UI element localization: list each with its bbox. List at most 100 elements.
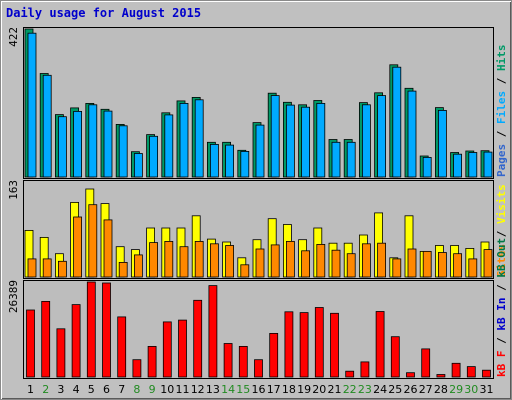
files-bar <box>316 103 326 178</box>
sites-bar <box>73 216 82 278</box>
sites-bar <box>301 250 311 278</box>
x-tick-label: 25 <box>388 383 403 396</box>
sites-bar <box>361 243 371 278</box>
sites-bar <box>27 258 37 278</box>
sites-bar <box>331 249 341 278</box>
kb-bar <box>330 312 339 378</box>
files-bar <box>422 156 432 178</box>
sites-bar <box>179 246 189 278</box>
files-bar <box>103 110 113 178</box>
files-bar <box>483 151 493 178</box>
x-tick-label: 29 <box>449 383 464 396</box>
x-tick-label: 3 <box>57 383 65 396</box>
x-tick-label: 13 <box>205 383 220 396</box>
x-tick-label: 12 <box>190 383 205 396</box>
kb-bar <box>26 309 35 378</box>
chart-title: Daily usage for August 2015 <box>6 6 202 20</box>
kb-bar <box>41 300 51 378</box>
files-bar <box>468 152 478 178</box>
sites-bar <box>468 258 478 278</box>
kb-bar <box>254 359 263 378</box>
kb-bar <box>71 304 81 378</box>
kb-bar <box>482 369 491 378</box>
x-tick-label: 8 <box>133 383 141 396</box>
sites-bar <box>255 248 265 278</box>
x-tick-label: 4 <box>72 383 80 396</box>
files-bar <box>58 116 67 178</box>
files-bar <box>164 114 174 178</box>
x-tick-label: 26 <box>403 383 418 396</box>
kb-bar <box>390 336 400 378</box>
files-bar <box>392 66 402 178</box>
kb-bar <box>375 311 385 378</box>
x-tick-label: 10 <box>160 383 175 396</box>
files-bar <box>377 95 387 178</box>
files-bar <box>194 99 204 178</box>
kb-bar <box>132 359 142 378</box>
kb-bar <box>360 361 370 378</box>
x-tick-label: 28 <box>433 383 448 396</box>
kb-bar <box>345 370 355 378</box>
x-tick-label: 19 <box>297 383 312 396</box>
files-bar <box>331 141 341 178</box>
x-tick-label: 30 <box>464 383 479 396</box>
sites-bar <box>240 264 250 278</box>
sites-bar <box>58 260 67 278</box>
x-tick-label: 6 <box>103 383 110 396</box>
sites-bar <box>225 245 235 278</box>
x-tick-label: 7 <box>118 383 126 396</box>
x-tick-label: 15 <box>236 383 251 396</box>
x-tick-label: 5 <box>87 383 95 396</box>
sites-bar <box>88 204 98 278</box>
files-bar <box>270 95 280 178</box>
files-bar <box>255 124 265 178</box>
sites-bar <box>483 249 493 278</box>
x-tick-label: 11 <box>175 383 190 396</box>
x-tick-label: 14 <box>221 383 236 396</box>
files-bar <box>42 74 52 178</box>
files-bar <box>179 103 189 178</box>
x-tick-label: 20 <box>312 383 327 396</box>
sites-bar <box>437 252 447 278</box>
kb-bar <box>223 343 233 378</box>
kb-bar <box>314 307 324 378</box>
files-bar <box>149 135 159 178</box>
kb-bar <box>178 319 187 378</box>
kb-bar <box>421 348 431 378</box>
kb-bar <box>238 345 248 378</box>
x-tick-label: 22 <box>342 383 357 396</box>
sites-bar <box>42 258 52 278</box>
files-bar <box>361 104 371 178</box>
files-bar <box>118 125 128 178</box>
sites-bar <box>407 248 417 278</box>
sites-bar <box>285 240 295 278</box>
sites-bar <box>194 240 204 278</box>
files-bar <box>346 141 356 178</box>
kb-bar <box>436 374 446 378</box>
kb-bar <box>299 312 309 378</box>
files-bar <box>437 110 447 178</box>
sites-bar <box>133 254 143 278</box>
kb-bar <box>406 372 415 378</box>
x-tick-label: 9 <box>148 383 156 396</box>
files-bar <box>225 144 235 178</box>
sites-bar <box>103 219 113 278</box>
kb-bar <box>117 316 127 378</box>
x-tick-label: 21 <box>327 383 342 396</box>
x-tick-label: 16 <box>251 383 266 396</box>
files-bar <box>73 111 82 178</box>
kb-bar <box>86 281 96 378</box>
x-tick-label: 18 <box>281 383 296 396</box>
sites-bar <box>164 240 174 278</box>
sites-bar <box>270 244 280 278</box>
sites-bar <box>453 253 463 278</box>
files-bar <box>407 90 417 178</box>
x-tick-label: 24 <box>373 383 388 396</box>
sites-bar <box>118 261 128 278</box>
sites-bar <box>209 243 219 278</box>
files-bar <box>285 104 295 178</box>
x-tick-label: 17 <box>266 383 281 396</box>
x-tick-label: 27 <box>418 383 433 396</box>
x-tick-label: 23 <box>357 383 372 396</box>
kb-bar <box>466 366 476 378</box>
